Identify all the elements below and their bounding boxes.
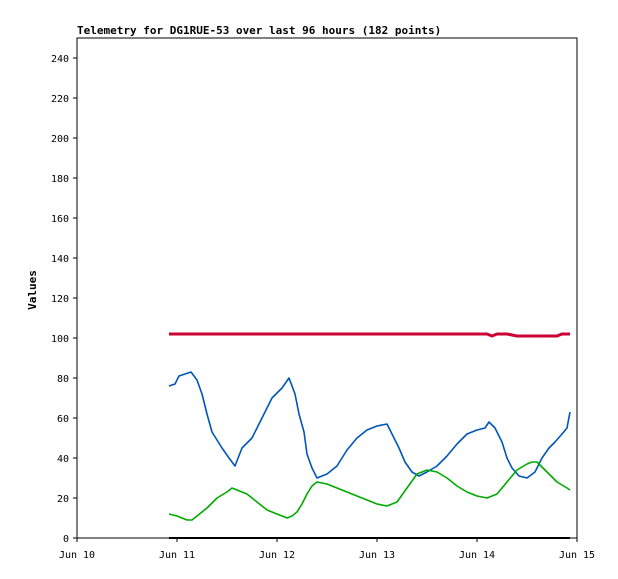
chart-title: Telemetry for DG1RUE-53 over last 96 hou… (77, 24, 441, 37)
y-tick-label: 180 (51, 174, 69, 185)
plot-area (76, 37, 578, 539)
x-tick-label: Jun 11 (159, 550, 195, 561)
y-tick-label: 240 (51, 54, 69, 65)
y-tick-label: 160 (51, 214, 69, 225)
x-tick-label: Jun 12 (259, 550, 295, 561)
y-tick-label: 220 (51, 94, 69, 105)
y-axis-label: Values (26, 270, 39, 310)
x-tick-label: Jun 15 (559, 550, 595, 561)
x-tick-label: Jun 13 (359, 550, 395, 561)
y-tick-label: 0 (63, 534, 69, 545)
y-tick-label: 80 (57, 374, 69, 385)
x-tick-label: Jun 10 (59, 550, 95, 561)
series-layer (168, 332, 571, 539)
series-line-3 (168, 461, 571, 521)
series-line-2 (168, 371, 571, 479)
x-axis-ticks: Jun 10 Jun 11 Jun 12 Jun 13 Jun 14 Jun 15 (59, 538, 595, 561)
y-axis-ticks: 0 20 40 60 80 100 120 140 160 180 200 220 240 (51, 54, 77, 545)
y-tick-label: 20 (57, 494, 69, 505)
y-tick-label: 140 (51, 254, 69, 265)
y-tick-label: 120 (51, 294, 69, 305)
y-tick-label: 200 (51, 134, 69, 145)
y-tick-label: 60 (57, 414, 69, 425)
series-line-1 (169, 332, 570, 338)
y-tick-label: 100 (51, 334, 69, 345)
x-tick-label: Jun 14 (459, 550, 495, 561)
y-tick-label: 40 (57, 454, 69, 465)
